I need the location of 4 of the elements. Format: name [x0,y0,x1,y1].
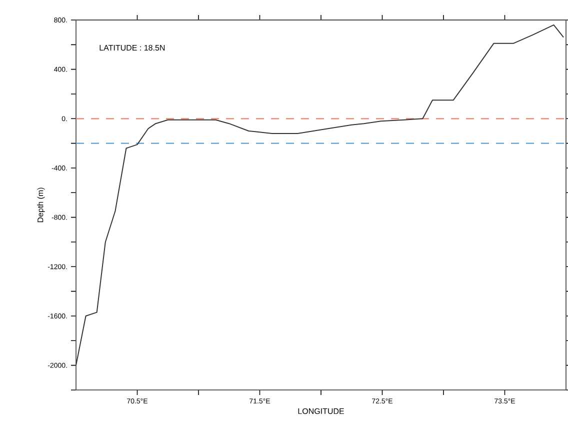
y-axis-title: Depth (m) [37,188,45,222]
line-series [76,24,564,366]
x-axis-title: LONGITUDE [298,408,344,414]
annotation: LATITUDE : 18.5N [100,44,165,51]
